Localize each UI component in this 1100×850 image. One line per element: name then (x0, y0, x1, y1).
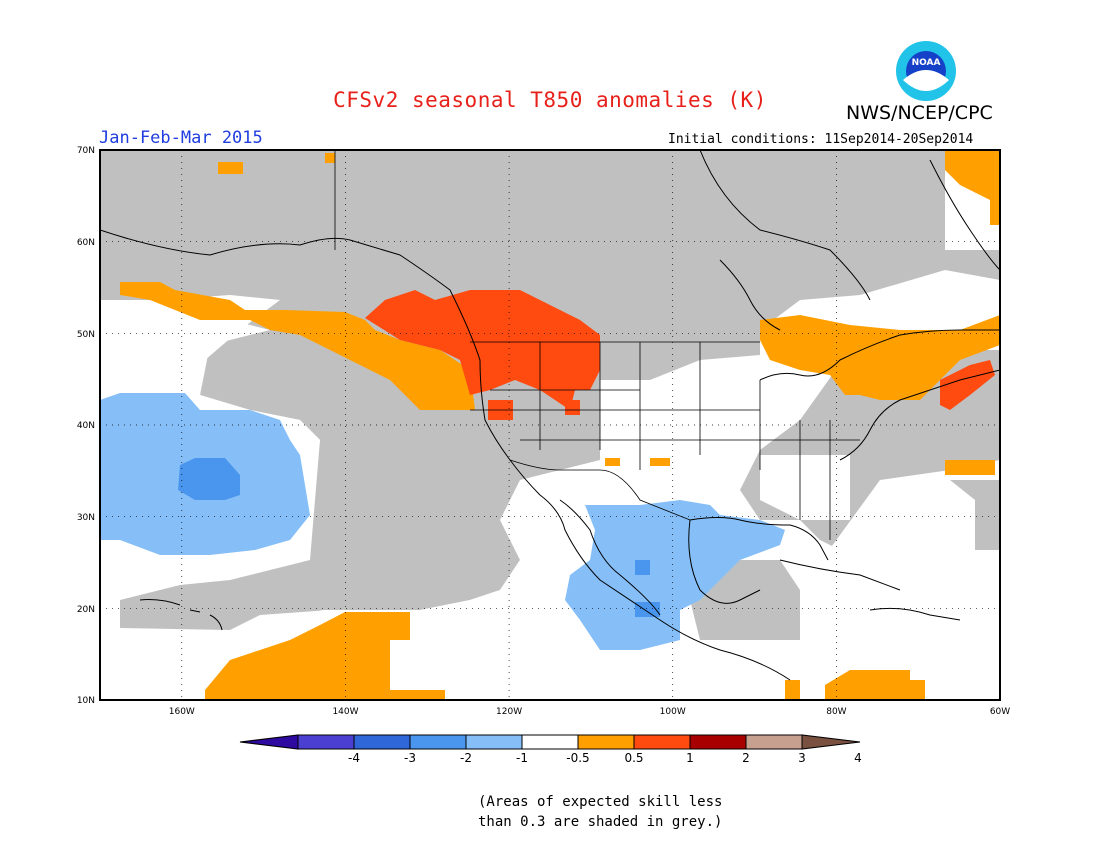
colorbar-segment (521, 734, 579, 750)
organization-label: NWS/NCEP/CPC (846, 102, 993, 124)
colorbar-label: 2 (742, 751, 750, 765)
lat-lon-grid (100, 150, 1000, 700)
colorbar-segment (801, 734, 861, 750)
colorbar-label: -3 (404, 751, 416, 765)
lon-label: 60W (990, 707, 1010, 717)
lat-label: 20N (77, 605, 95, 615)
lat-label: 30N (77, 513, 95, 523)
lon-label: 80W (826, 707, 846, 717)
skill-note: (Areas of expected skill less than 0.3 a… (478, 792, 722, 832)
colorbar-segment (745, 734, 803, 750)
colorbar-segment (353, 734, 411, 750)
lat-label: 70N (77, 146, 95, 156)
lon-label: 160W (169, 707, 195, 717)
colorbar-segment (465, 734, 523, 750)
colorbar-label: 1 (686, 751, 694, 765)
chart-title: CFSv2 seasonal T850 anomalies (K) (333, 88, 767, 112)
coastlines (100, 150, 1000, 681)
lat-label: 10N (77, 696, 95, 706)
colorbar-segment (689, 734, 747, 750)
lon-label: 100W (660, 707, 686, 717)
lat-label: 50N (77, 330, 95, 340)
colorbar-segment (409, 734, 467, 750)
positive-anomaly-orange (120, 150, 1000, 700)
borders (334, 150, 860, 540)
colorbar-segment (297, 734, 355, 750)
colorbar: -4 -3 -2 -1 -0.5 0.5 1 2 3 4 (239, 734, 862, 765)
colorbar-label: 3 (798, 751, 806, 765)
colorbar-label: 4 (854, 751, 862, 765)
forecast-period: Jan-Feb-Mar 2015 (99, 128, 263, 148)
noaa-logo: NOAA (895, 40, 957, 102)
colorbar-segment (577, 734, 635, 750)
negative-anomaly-blue (178, 458, 660, 617)
map-frame (99, 149, 1001, 701)
colorbar-label: -4 (348, 751, 360, 765)
anomaly-map: 70N 60N 50N 40N 30N 20N 10N 160W 140W 12… (77, 146, 1011, 765)
colorbar-label: 0.5 (624, 751, 643, 765)
lon-label: 120W (496, 707, 522, 717)
svg-text:NOAA: NOAA (912, 58, 941, 68)
positive-anomaly-red (365, 290, 995, 420)
colorbar-segment (239, 734, 299, 750)
lat-label: 40N (77, 421, 95, 431)
initial-conditions: Initial conditions: 11Sep2014-20Sep2014 (668, 132, 974, 147)
longitude-axis: 160W 140W 120W 100W 80W 60W (169, 707, 1011, 717)
colorbar-segment (633, 734, 691, 750)
skill-note-line-2: than 0.3 are shaded in grey.) (478, 814, 723, 830)
skill-note-line-1: (Areas of expected skill less (478, 794, 723, 810)
colorbar-label: -0.5 (566, 751, 589, 765)
latitude-axis: 70N 60N 50N 40N 30N 20N 10N (77, 146, 95, 706)
lat-label: 60N (77, 238, 95, 248)
colorbar-label: -1 (516, 751, 528, 765)
colorbar-label: -2 (460, 751, 472, 765)
lon-label: 140W (332, 707, 358, 717)
